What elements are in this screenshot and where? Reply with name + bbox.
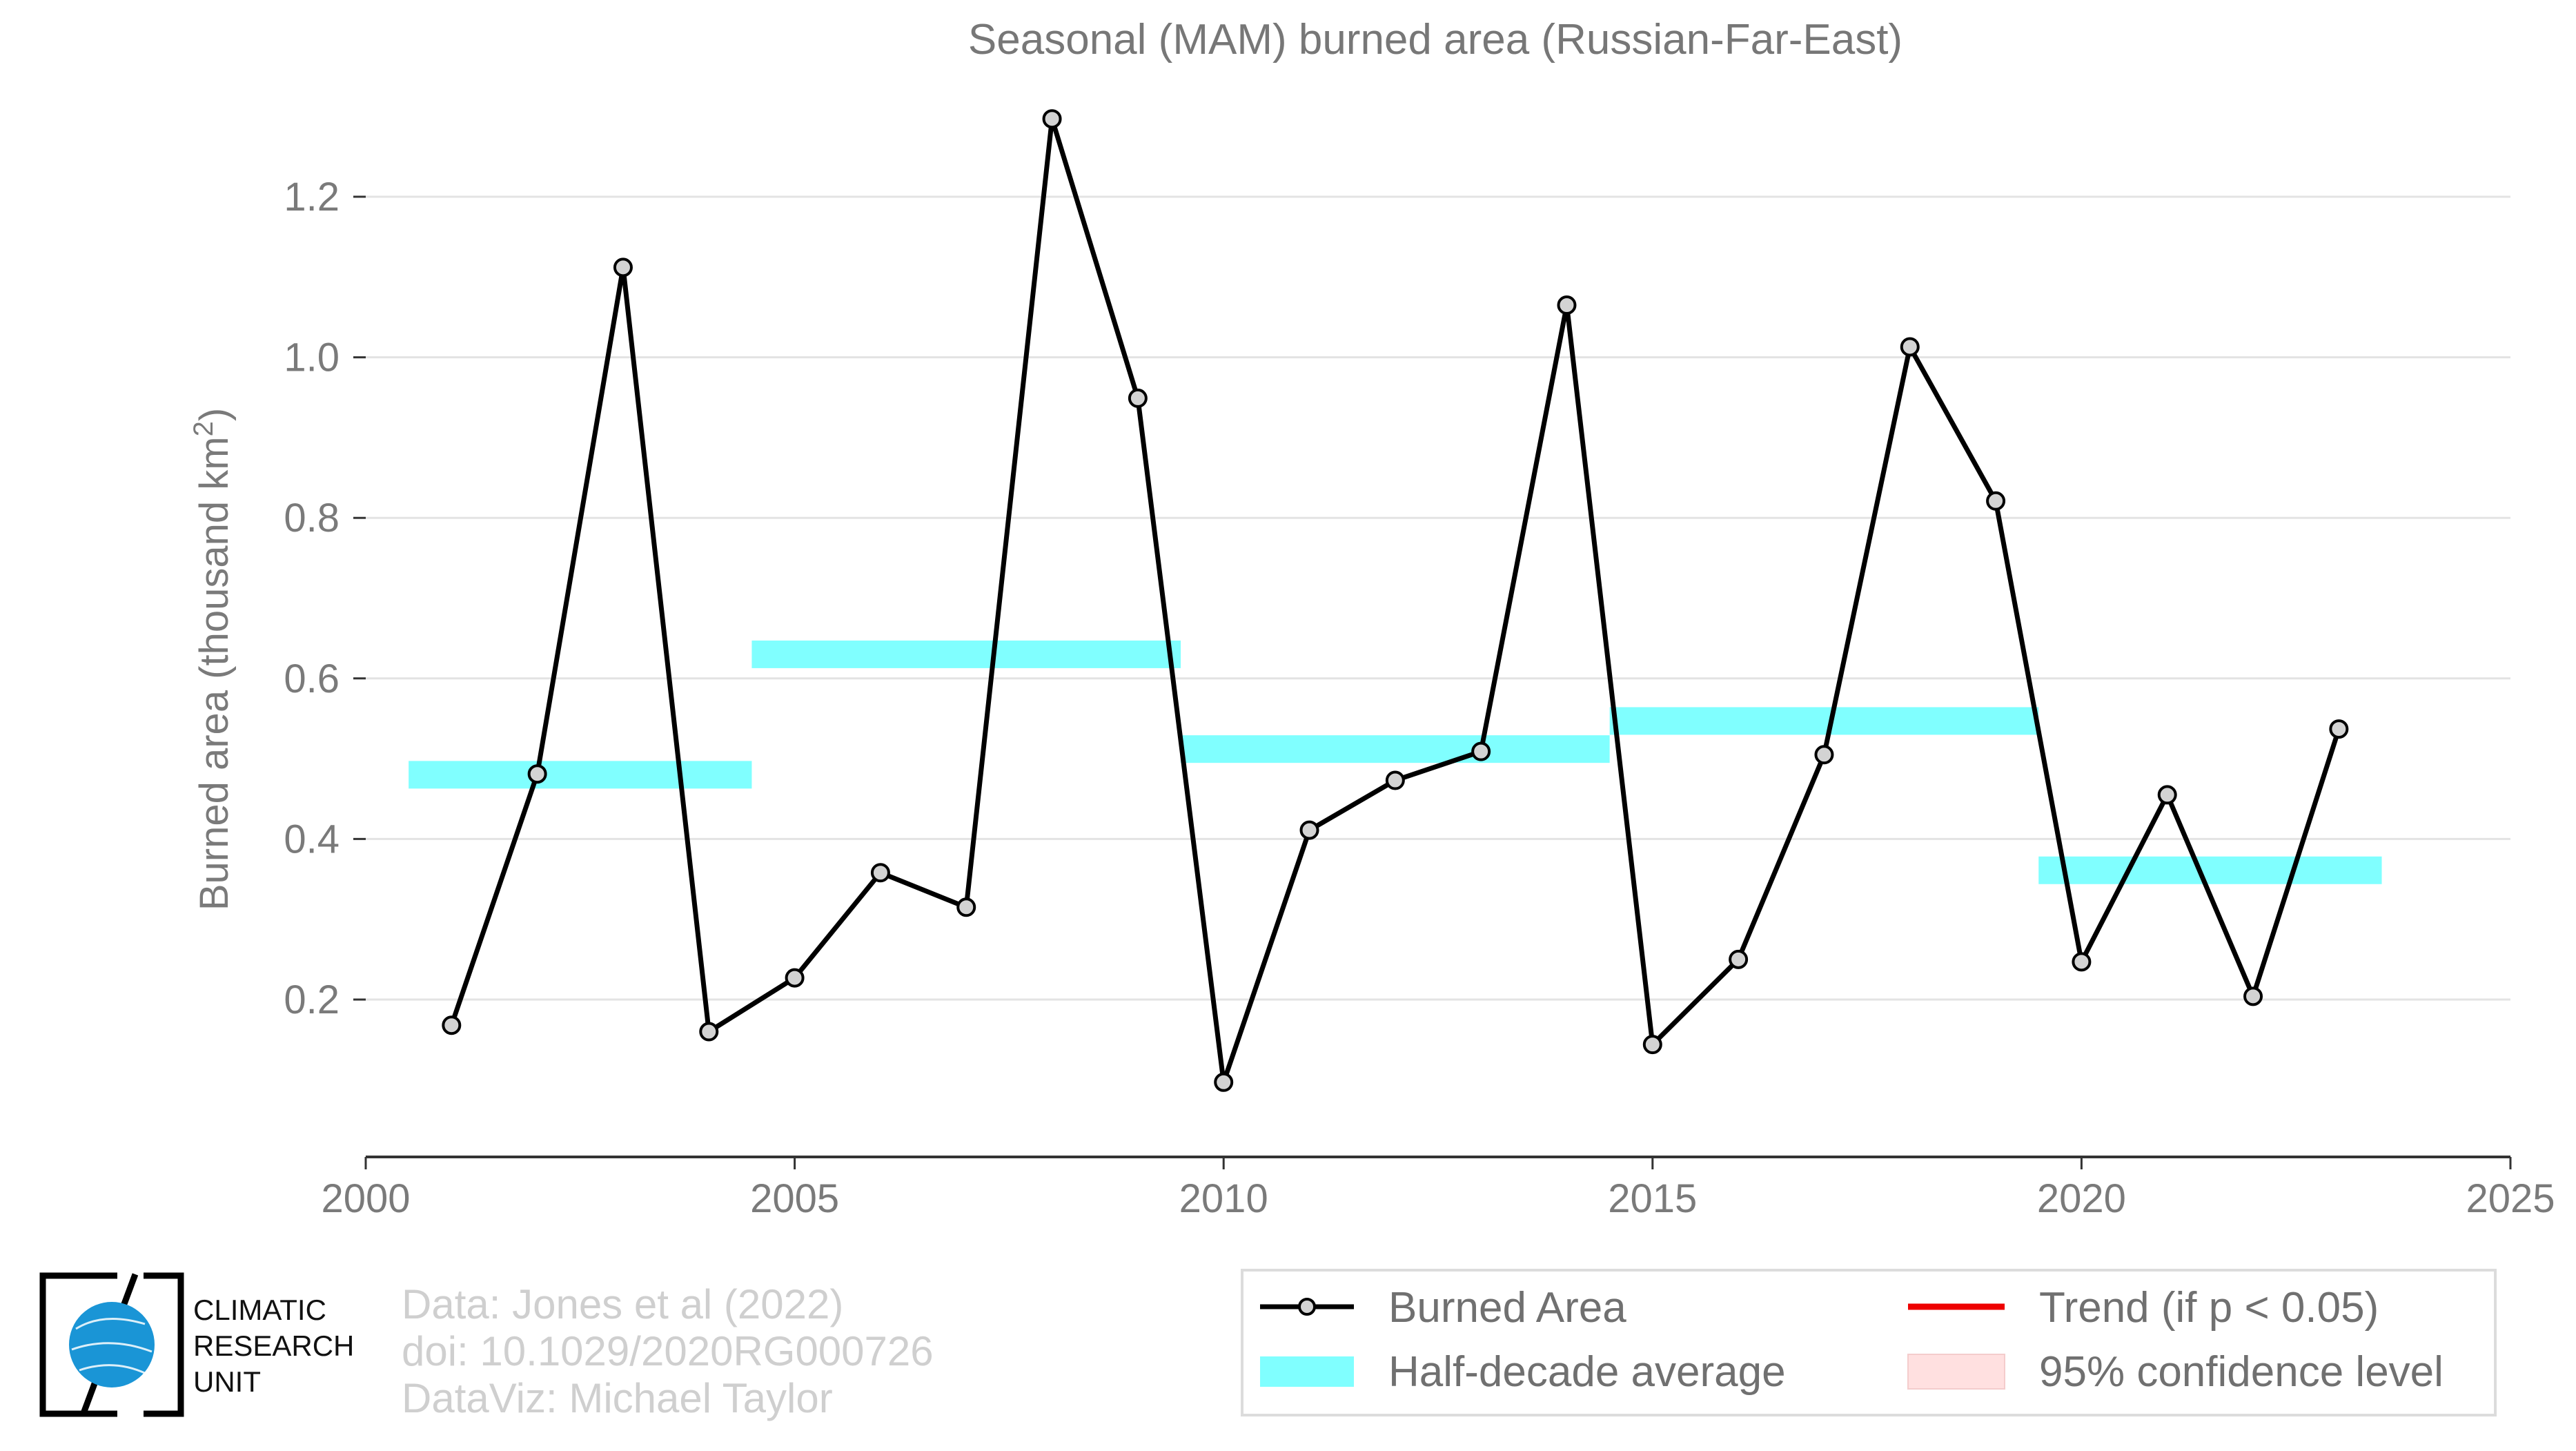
globe-swirl (71, 1318, 153, 1375)
burned-area-point (2072, 952, 2092, 972)
credit-dataviz: DataViz: Michael Taylor (402, 1375, 833, 1421)
burned-area-point (2157, 785, 2177, 805)
legend-label-confidence: 95% confidence level (2039, 1348, 2444, 1396)
burned-area-point (442, 1015, 462, 1035)
x-tick-label: 2025 (2466, 1176, 2555, 1221)
legend-swatch-confidence (1907, 1354, 2005, 1390)
y-tick-label: 1.0 (284, 335, 340, 380)
burned-area-point (1042, 109, 1062, 129)
x-tick-label: 2015 (1608, 1176, 1697, 1221)
logo-text-unit: UNIT (193, 1365, 261, 1398)
legend-swatch-half-decade (1260, 1356, 1354, 1387)
burned-area-series (442, 109, 2349, 1092)
burned-area-point (1557, 295, 1577, 315)
x-tick-label: 2005 (750, 1176, 839, 1221)
y-tick-label: 0.2 (284, 977, 340, 1022)
half-decade-band (2038, 856, 2382, 884)
y-tick-label: 0.8 (284, 496, 340, 541)
y-axis-label: Burned area (thousand km2) (188, 408, 237, 910)
legend-label-burned-area: Burned Area (1388, 1284, 1626, 1332)
half-decade-band (751, 640, 1181, 668)
burned-area-point (1986, 491, 2006, 511)
burned-area-point (527, 764, 547, 784)
half-decade-band (1181, 735, 1610, 763)
legend-marker-burned-area (1298, 1298, 1316, 1316)
tick-labels: 0.2 0.4 0.6 0.8 1.0 1.2 2000 2005 2010 2015 2020 20… (284, 175, 2555, 1221)
x-axis (364, 1156, 2512, 1169)
burned-area-point (956, 897, 976, 917)
burned-area-line (449, 116, 2341, 1085)
burned-area-point (1814, 745, 1834, 765)
y-tick-label: 0.4 (284, 817, 340, 861)
burned-area-point (1642, 1035, 1662, 1055)
x-tick-label: 2010 (1179, 1176, 1268, 1221)
half-decade-band (1609, 707, 2039, 735)
credit-doi: doi: 10.1029/2020RG000726 (402, 1328, 934, 1374)
credit-data-source: Data: Jones et al (2022) (402, 1281, 843, 1327)
burned-area-point (1471, 741, 1491, 761)
burned-area-point (1385, 770, 1405, 790)
y-tick-label: 0.6 (284, 656, 340, 701)
x-tick-label: 2000 (321, 1176, 410, 1221)
logo-text-research: RESEARCH (193, 1330, 354, 1362)
burned-area-point (1729, 949, 1749, 969)
burned-area-point (1299, 820, 1319, 840)
globe-icon (69, 1302, 155, 1387)
legend-label-half-decade: Half-decade average (1388, 1348, 1786, 1396)
logo-bracket-right (144, 1272, 184, 1417)
burned-area-point (2329, 719, 2349, 739)
burned-area-point (1128, 388, 1148, 408)
x-tick-label: 2020 (2037, 1176, 2126, 1221)
legend-label-trend: Trend (if p < 0.05) (2039, 1284, 2379, 1332)
y-tick-label: 1.2 (284, 175, 340, 220)
burned-area-point (2243, 986, 2263, 1006)
burned-area-point (785, 968, 805, 988)
chart-title: Seasonal (MAM) burned area (Russian-Far-… (968, 16, 1902, 64)
cru-logo: CLIMATIC RESEARCH UNIT (39, 1272, 354, 1417)
burned-area-point (1900, 337, 1920, 357)
logo-text-climatic: CLIMATIC (193, 1294, 326, 1326)
burned-area-point (699, 1022, 719, 1042)
half-decade-bands (409, 640, 2382, 884)
grid-lines (366, 195, 2510, 1001)
legend-box (1241, 1269, 2497, 1416)
burned-area-point (870, 863, 890, 883)
legend: Burned Area Trend (if p < 0.05) Half-dec… (1241, 1269, 2497, 1416)
burned-area-point (613, 257, 633, 277)
half-decade-band (409, 761, 752, 789)
burned-area-point (1214, 1072, 1234, 1092)
